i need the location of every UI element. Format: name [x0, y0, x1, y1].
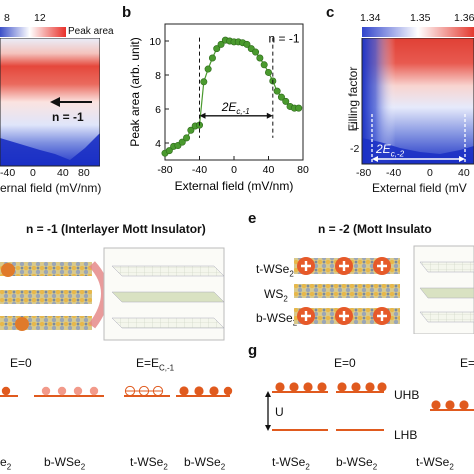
- panel-g-e0-label: E=0: [334, 356, 356, 370]
- gap-arrow-head: [266, 112, 273, 119]
- panel-e-illustration: [294, 245, 474, 334]
- panel-c-cbar-tick: 1.36: [454, 12, 474, 24]
- y-tick-label: 8: [155, 70, 161, 82]
- panel-a-x-label: ernal field (mV/nm): [0, 181, 102, 195]
- y-tick-label: 10: [149, 36, 161, 48]
- panel-c-colorbar: [362, 27, 474, 37]
- panel-b-letter: b: [122, 4, 132, 21]
- panel-g-layer-label: t-WSe2: [272, 455, 310, 472]
- panel-c-letter: c: [326, 4, 335, 21]
- data-point: [282, 97, 290, 105]
- x-tick-label: 0: [231, 164, 237, 176]
- panel-f-e0-label: E=0: [10, 356, 32, 370]
- panel-e-title: n = -2 (Mott Insulato: [318, 222, 432, 236]
- data-point: [260, 61, 268, 69]
- panel-c-x-label: External field (mV: [372, 181, 467, 195]
- panel-f-levels: [0, 385, 233, 397]
- panel-e-letter: e: [248, 210, 257, 227]
- gap-arrow-head: [199, 112, 206, 119]
- panel-e-layer-label: WS2: [264, 287, 288, 304]
- panel-b-chart: -80 -40 0 40 80 4 6 8 10 External field (mV/nm) Pe…: [128, 23, 309, 193]
- panel-c-cbar-tick: 1.35: [410, 12, 431, 24]
- data-point: [252, 48, 260, 56]
- panel-a-cbar-tick: 12: [34, 12, 46, 24]
- data-point: [200, 78, 208, 86]
- data-point: [208, 54, 216, 62]
- panel-g-levels: [265, 382, 474, 431]
- panel-a-cbar-tick: 8: [4, 12, 10, 24]
- panel-d-illustration: [0, 247, 225, 341]
- panel-f-layer-label: t-WSe2: [130, 455, 168, 472]
- data-point: [243, 40, 251, 48]
- panel-f-layer-label: e2: [0, 455, 12, 472]
- panel-c-x-tick: -80: [356, 167, 372, 179]
- panel-d-title: n = -1 (Interlayer Mott Insulator): [26, 222, 206, 236]
- data-point: [295, 104, 303, 112]
- data-point: [256, 54, 264, 62]
- panel-a-x-tick: 80: [78, 167, 90, 179]
- data-point: [213, 45, 221, 53]
- x-tick-label: 80: [297, 164, 309, 176]
- panel-g-layer-label: t-WSe2: [416, 455, 454, 472]
- panel-a-x-tick: 0: [30, 167, 36, 179]
- panel-c-x-tick: 40: [458, 167, 470, 179]
- data-point: [217, 40, 225, 48]
- panel-a-x-tick: 40: [57, 167, 69, 179]
- panel-a: 8 12 Peak area n = -1 -40 0 40 80 ernal …: [0, 0, 114, 195]
- plus-charge-icons: [297, 257, 391, 325]
- y-axis-label: Peak area (arb. unit): [128, 37, 142, 146]
- panel-f-layer-label: b-WSe2: [184, 455, 226, 472]
- panel-g-e-label: E=: [460, 356, 474, 370]
- x-tick-label: 40: [263, 164, 275, 176]
- panel-g-layer-label: b-WSe2: [336, 455, 378, 472]
- panel-c-gap-label: 2Ec,-2: [376, 142, 405, 159]
- data-point: [273, 87, 281, 95]
- panel-g-letter: g: [248, 342, 258, 359]
- data-point: [277, 93, 285, 101]
- data-point: [204, 65, 212, 73]
- panel-c-x-tick: -40: [386, 167, 402, 179]
- panel-c-cbar-tick: 1.34: [360, 12, 381, 24]
- data-point: [165, 147, 173, 155]
- data-point: [265, 68, 273, 76]
- panel-c-y-tick: -2: [350, 143, 360, 155]
- panel-a-x-tick: -40: [0, 167, 16, 179]
- x-tick-label: -40: [192, 164, 207, 176]
- panel-c-x-tick: 0: [427, 167, 433, 179]
- y-tick-label: 6: [155, 104, 161, 116]
- x-tick-label: -80: [157, 164, 172, 176]
- panel-a-annotation: n = -1: [52, 110, 84, 124]
- data-point: [178, 138, 186, 146]
- panel-c: 1.34 1.35 1.36 Filling: [320, 0, 474, 200]
- panel-c-y-tick: -1: [350, 120, 360, 132]
- gap-label: 2Ec,-1: [221, 100, 250, 116]
- panel-g-uhb-label: UHB: [394, 388, 420, 402]
- panel-a-colorbar: [0, 27, 66, 37]
- panel-g-lhb-label: LHB: [394, 428, 418, 442]
- data-point: [187, 126, 195, 134]
- panel-a-heatmap: [0, 38, 100, 167]
- panel-a-cbar-label: Peak area: [68, 26, 114, 37]
- y-tick-label: 4: [155, 138, 161, 150]
- chart-annotation: n = -1: [269, 32, 300, 46]
- x-axis-label: External field (mV/nm): [175, 179, 294, 193]
- panel-f-ec-label: E=EC,-1: [136, 356, 175, 373]
- panel-e-layer-label: t-WSe2: [256, 262, 294, 279]
- panel-f-layer-label: b-WSe2: [44, 455, 86, 472]
- data-point: [183, 134, 191, 142]
- panel-g-u-label: U: [275, 405, 284, 419]
- panel-c-heatmap: [361, 38, 474, 165]
- panel-e-layer-label: b-WSe2: [256, 311, 297, 327]
